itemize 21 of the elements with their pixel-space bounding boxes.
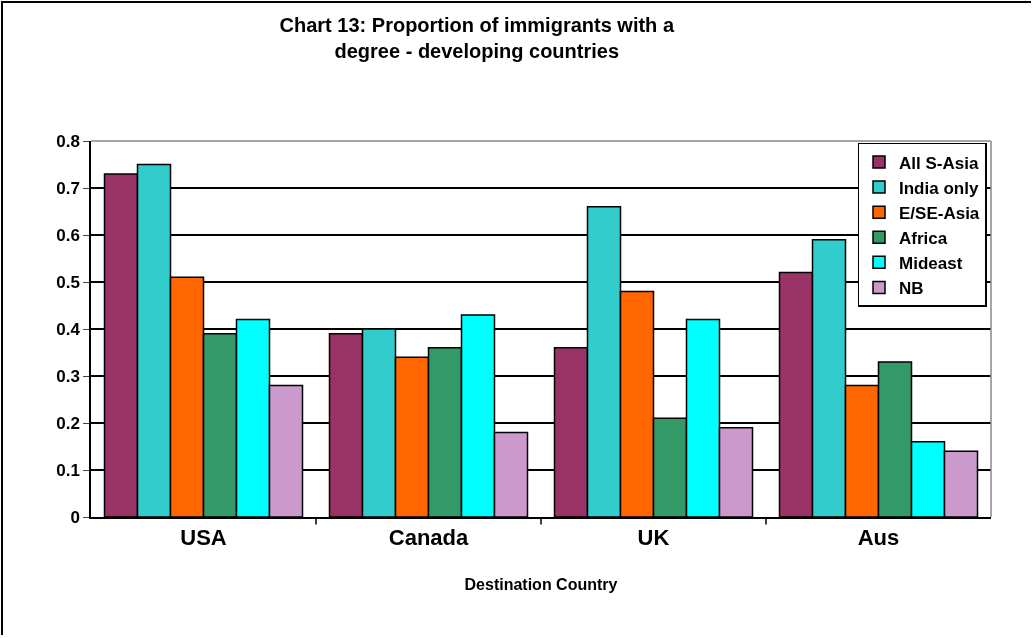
chart-title: Chart 13: Proportion of immigrants with a degree - developing countries	[279, 13, 675, 62]
y-tick-label: 0.7	[56, 178, 80, 198]
x-tick-label: Aus	[857, 525, 900, 551]
y-tick-label: 0.4	[56, 319, 81, 339]
y-tick-label: 0.5	[56, 272, 80, 292]
x-tick-label: UK	[637, 525, 670, 551]
y-tick-label: 0.2	[56, 413, 80, 433]
legend-label: India only	[899, 178, 979, 198]
legend-label: E/SE-Asia	[899, 203, 980, 223]
legend-label: All S-Asia	[899, 153, 979, 173]
x-tick-label: Canada	[388, 525, 469, 551]
x-axis-title: Destination Country	[464, 576, 618, 594]
y-tick-label: 0.1	[56, 460, 80, 480]
y-tick-label: 0.8	[56, 131, 80, 151]
y-tick-label: 0.6	[56, 225, 80, 245]
y-tick-label: 0	[70, 507, 80, 527]
legend-label: Mideast	[899, 253, 963, 273]
x-tick-label: USA	[180, 525, 227, 551]
legend-label: NB	[899, 279, 924, 299]
y-tick-label: 0.3	[56, 366, 80, 386]
legend-label: Africa	[899, 228, 948, 248]
